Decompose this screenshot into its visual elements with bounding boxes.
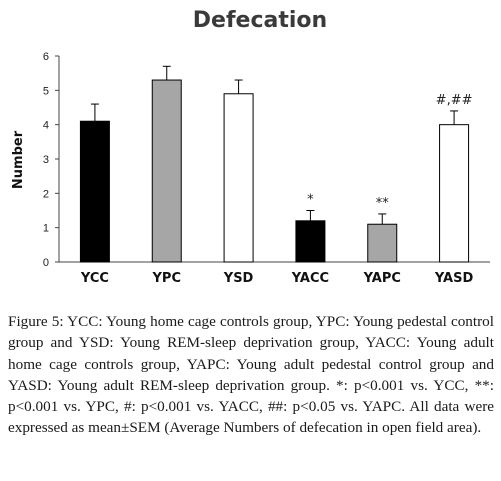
bar-ycc (79, 120, 110, 263)
x-tick-label: YSD (223, 271, 254, 286)
significance-annotation: #,## (436, 93, 473, 108)
bar-ysd (223, 93, 254, 263)
x-tick-label: YAPC (363, 271, 401, 286)
y-tick-label: 6 (43, 51, 49, 63)
y-axis-label: Number (11, 130, 26, 189)
bar-yapc (367, 223, 398, 263)
bar-chart: Defecation Number 0 1 2 3 4 5 6 YCC YPC YSD YACC * Y… (11, 8, 490, 286)
y-tick-label: 4 (43, 120, 49, 132)
y-tick-label: 0 (43, 257, 49, 269)
y-tick-label: 3 (43, 154, 49, 166)
plot-area: 0 1 2 3 4 5 6 YCC YPC YSD YACC * YAPC ** YASD #,## (43, 51, 490, 286)
caption-text: YCC: Young home cage controls group, YPC… (8, 313, 494, 437)
y-tick-label: 1 (43, 223, 49, 235)
caption-label: Figure 5: (8, 313, 64, 330)
x-tick-label: YCC (80, 271, 109, 286)
significance-annotation: ** (376, 196, 390, 211)
bar-ypc (151, 79, 182, 263)
bar-yasd (439, 124, 470, 263)
y-tick-label: 5 (43, 85, 49, 97)
x-tick-label: YACC (291, 271, 329, 286)
chart-title: Defecation (193, 8, 327, 33)
y-tick-label: 2 (43, 188, 49, 200)
figure-caption: Figure 5: YCC: Young home cage controls … (8, 311, 494, 439)
x-tick-label: YASD (434, 271, 474, 286)
bar-yacc (295, 220, 326, 263)
significance-annotation: * (307, 193, 314, 208)
x-tick-label: YPC (152, 271, 181, 286)
